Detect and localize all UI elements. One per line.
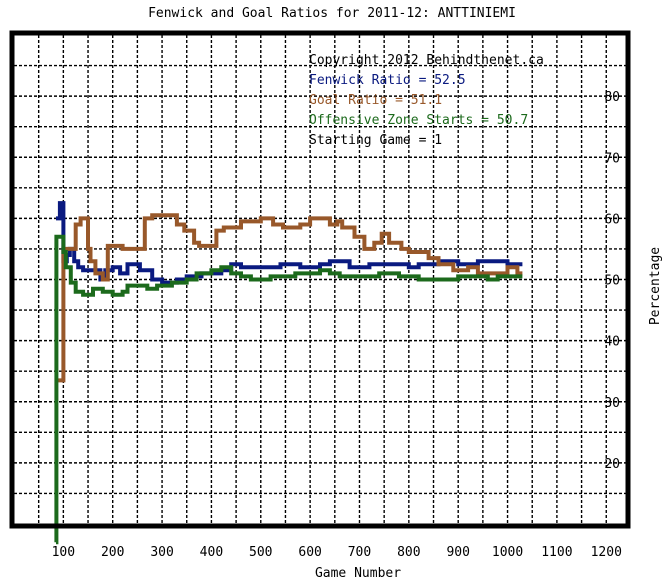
legend-text-1: Copyright 2012 Behindthenet.ca — [309, 53, 544, 68]
x-tick-label: 100 — [52, 545, 75, 560]
legend-text-5: Starting Game = 1 — [309, 133, 442, 148]
y-tick-label: 70 — [604, 151, 620, 166]
x-tick-label: 600 — [298, 545, 321, 560]
x-tick-label: 400 — [200, 545, 223, 560]
x-tick-label: 1100 — [541, 545, 572, 560]
y-tick-label: 40 — [604, 335, 620, 350]
x-tick-labels: 100 200 300 400 500 600 700 800 900 1000 1100 1200 — [52, 545, 622, 560]
grid — [14, 35, 626, 524]
x-tick-label: 300 — [150, 545, 173, 560]
legend-text-2: Fenwick Ratio = 52.5 — [309, 73, 466, 88]
x-tick-label: 1200 — [591, 545, 622, 560]
series-line-2 — [56, 213, 523, 383]
y-tick-label: 30 — [604, 396, 620, 411]
y-tick-label: 20 — [604, 457, 620, 472]
x-tick-label: 500 — [249, 545, 272, 560]
legend-text-4: Offensive Zone Starts = 50.7 — [309, 113, 528, 128]
x-tick-label: 200 — [101, 545, 124, 560]
legend-text-3: Goal Ratio = 51.1 — [309, 93, 442, 108]
x-tick-label: 1000 — [492, 545, 523, 560]
legend: Copyright 2012 Behindthenet.ca Fenwick Ra… — [309, 53, 544, 148]
x-tick-label: 700 — [348, 545, 371, 560]
y-tick-label: 80 — [604, 90, 620, 105]
series-line-3 — [54, 234, 523, 545]
plot-frame — [9, 30, 631, 529]
y-axis-label: Percentage — [648, 247, 663, 325]
y-tick-label: 60 — [604, 212, 620, 227]
x-axis-label: Game Number — [315, 566, 401, 580]
y-tick-labels: 20 30 40 50 60 70 80 — [604, 90, 620, 472]
x-tick-label: 800 — [397, 545, 420, 560]
x-tick-label: 900 — [446, 545, 469, 560]
series-group — [54, 201, 523, 545]
chart-title: Fenwick and Goal Ratios for 2011-12: ANT… — [148, 6, 516, 21]
y-tick-label: 50 — [604, 274, 620, 289]
